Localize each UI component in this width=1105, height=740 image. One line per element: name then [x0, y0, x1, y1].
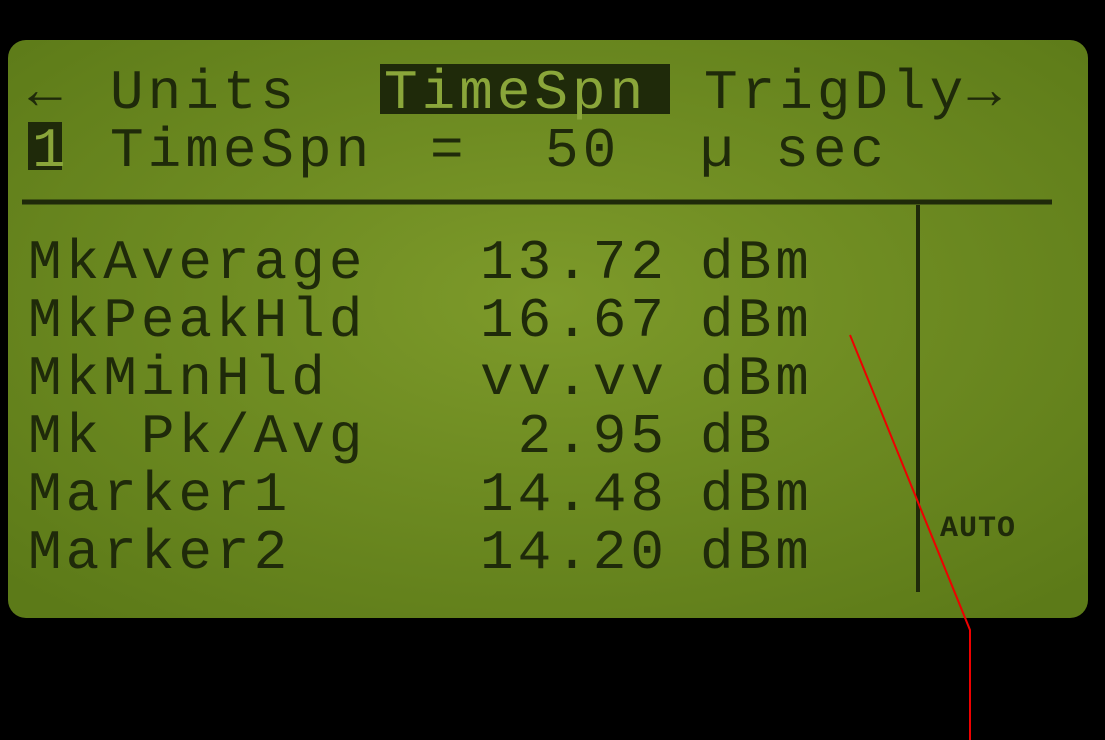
row-name: Mk Pk/Avg: [28, 405, 366, 469]
screen: ← Units TimeSpn TrigDly→ 1 TimeSpn = 50 …: [0, 0, 1105, 740]
menu-item[interactable]: TrigDly→: [704, 61, 1005, 125]
row-unit: dBm: [700, 347, 813, 411]
row-unit: dBm: [700, 463, 813, 527]
row-value: 13.72: [480, 231, 668, 295]
channel-number: 1: [32, 119, 70, 183]
row-name: MkAverage: [28, 231, 366, 295]
menu-item-selected[interactable]: TimeSpn: [384, 61, 647, 125]
setting-label: TimeSpn: [110, 119, 373, 183]
row-value: 16.67: [480, 289, 668, 353]
menu-left-arrow: ←: [28, 61, 66, 125]
row-value: 14.48: [480, 463, 668, 527]
side-label: AUTO: [940, 512, 1016, 546]
row-unit: dBm: [700, 231, 813, 295]
row-unit: dBm: [700, 521, 813, 585]
row-name: MkMinHld: [28, 347, 329, 411]
row-unit: dBm: [700, 289, 813, 353]
menu-item[interactable]: Units: [110, 61, 298, 125]
setting-unit: µ sec: [700, 119, 888, 183]
row-unit: dB: [700, 405, 775, 469]
row-name: Marker2: [28, 521, 291, 585]
setting-value: 50: [545, 119, 620, 183]
setting-equals: =: [430, 119, 468, 183]
row-name: MkPeakHld: [28, 289, 366, 353]
row-value: 2.95: [518, 405, 668, 469]
row-value: vv.vv: [480, 347, 668, 411]
row-value: 14.20: [480, 521, 668, 585]
row-name: Marker1: [28, 463, 291, 527]
